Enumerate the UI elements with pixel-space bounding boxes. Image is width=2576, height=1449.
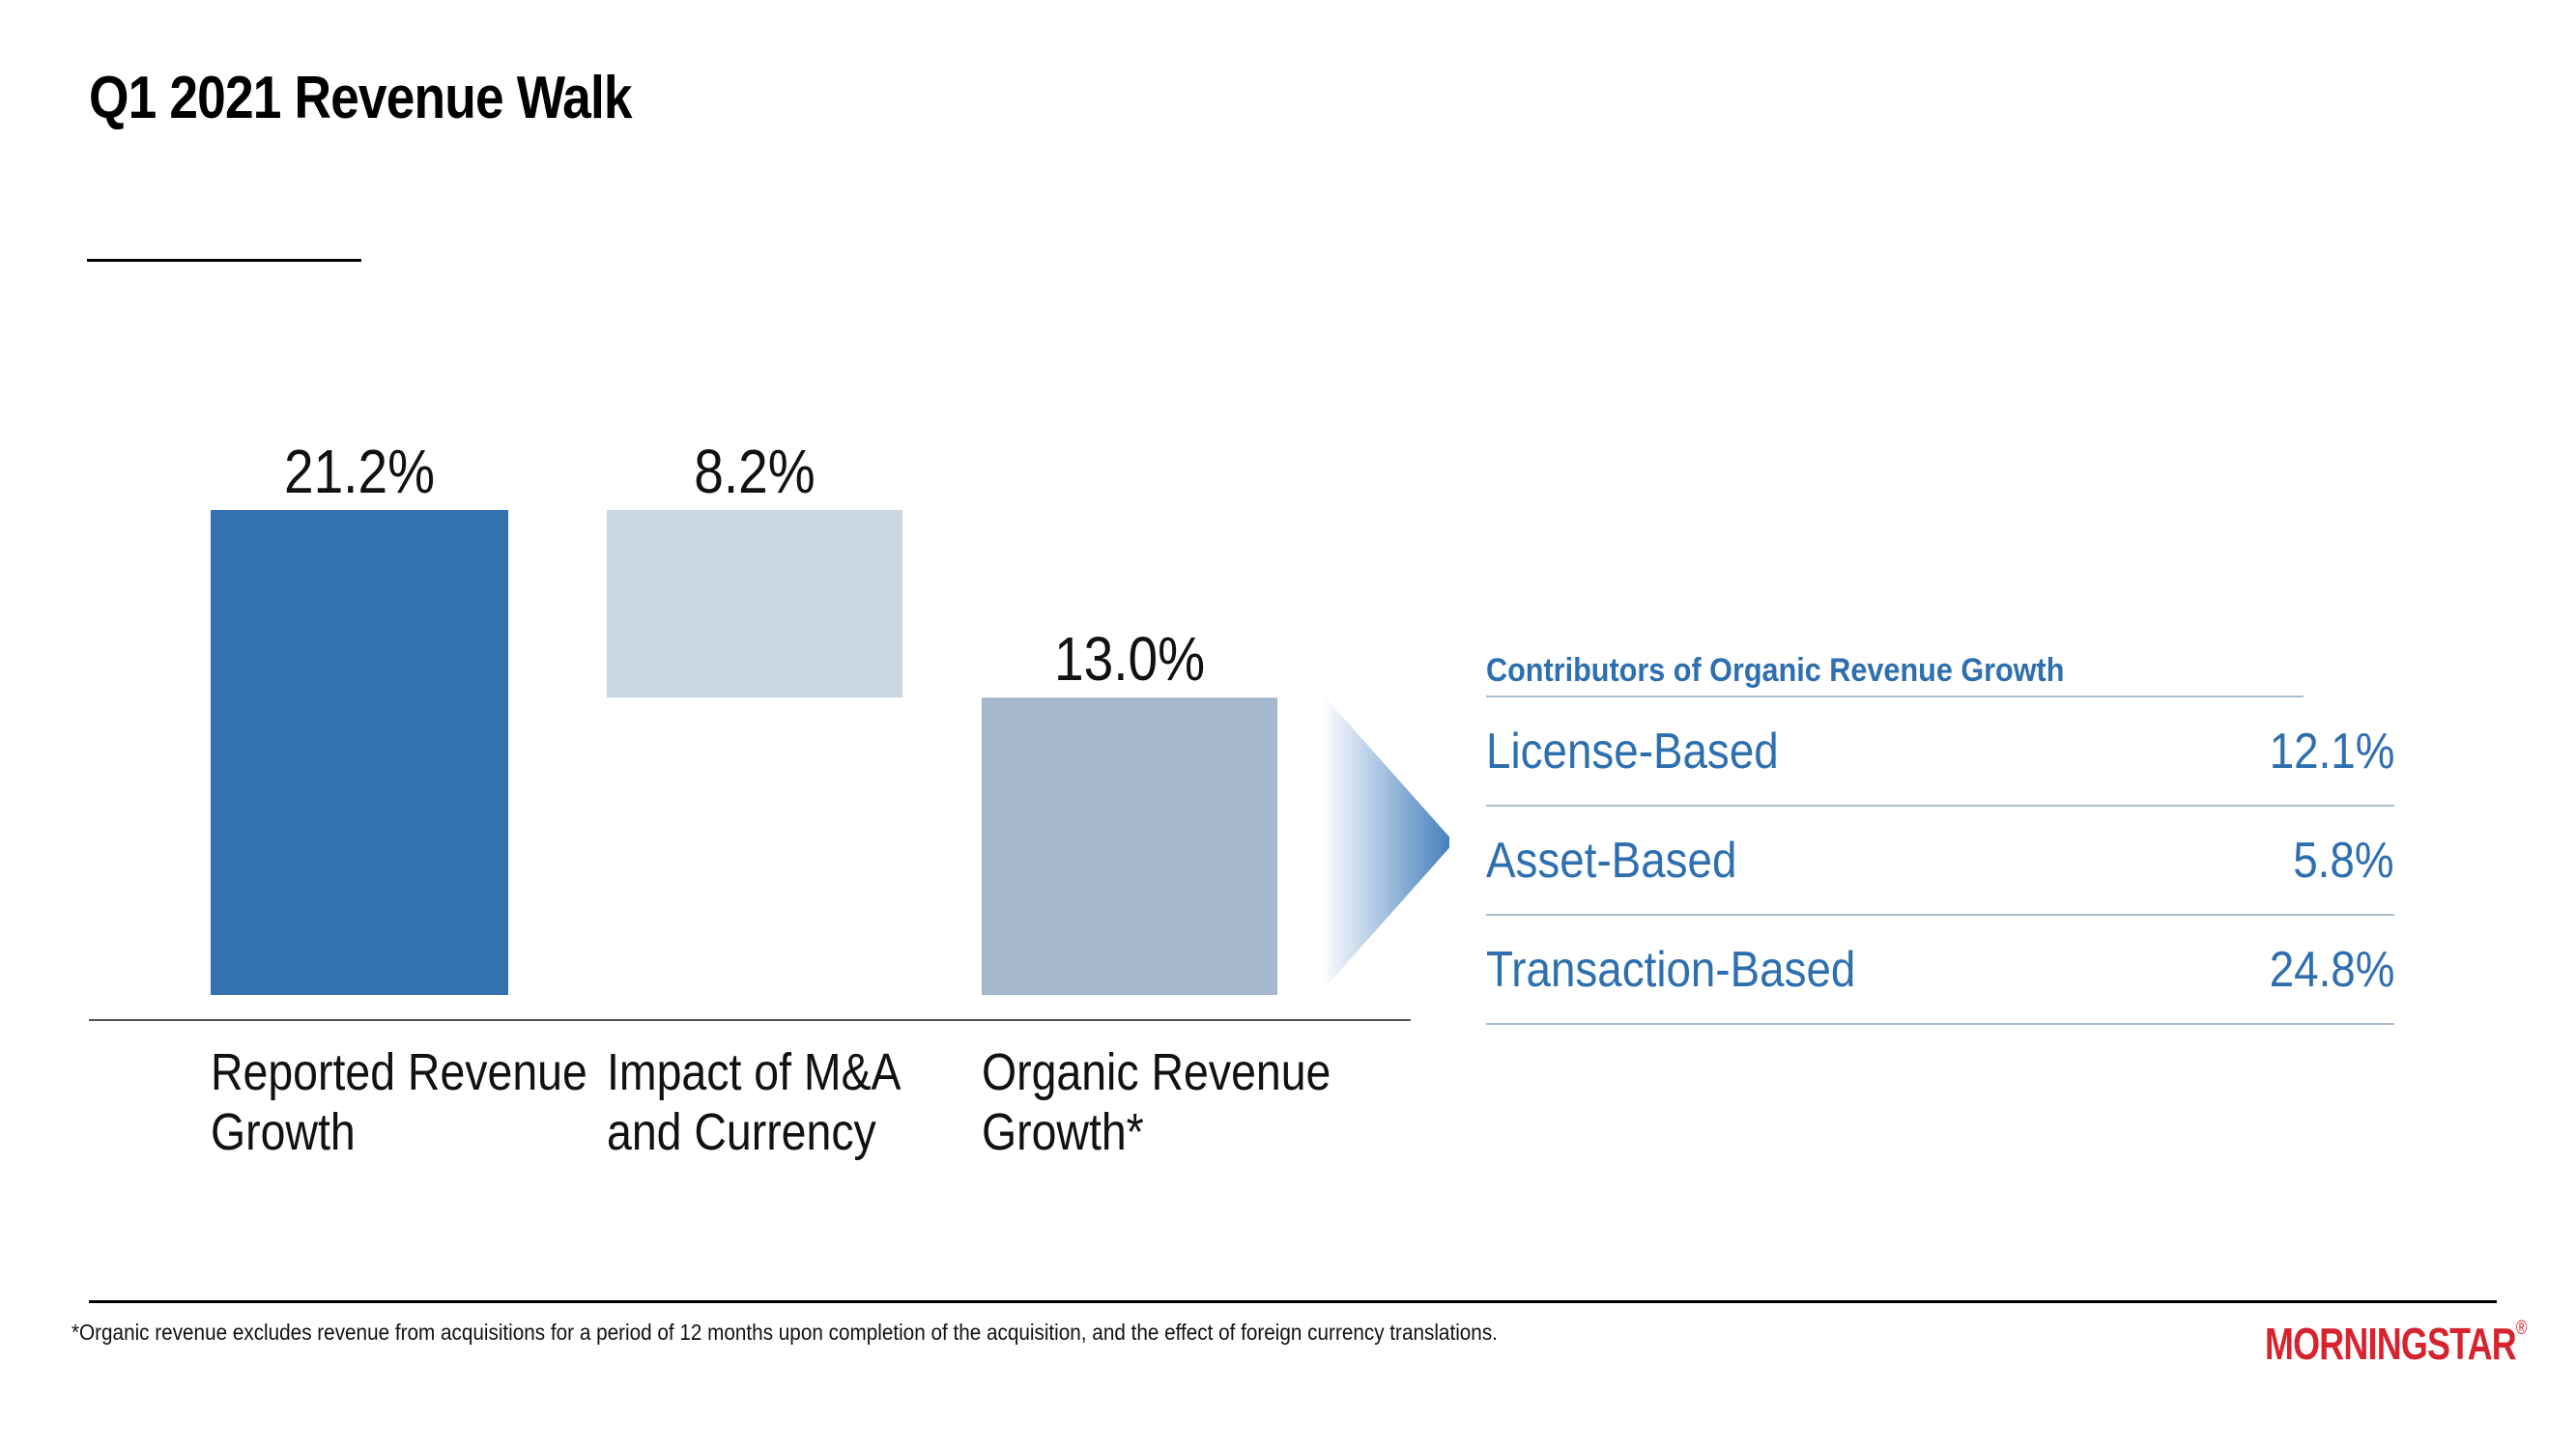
footer-rule: [89, 1300, 2497, 1303]
category-label-line: Growth: [211, 1102, 356, 1161]
category-label-line: Organic Revenue: [982, 1042, 1331, 1101]
contributor-value: 24.8%: [2269, 941, 2394, 998]
contributor-row-transaction: Transaction-Based 24.8%: [1486, 916, 2394, 1025]
footnote: *Organic revenue excludes revenue from a…: [72, 1320, 1498, 1345]
value-label-organic-growth: 13.0%: [1054, 624, 1205, 694]
category-label-line: Impact of M&A: [607, 1042, 902, 1101]
revenue-walk-chart: 21.2% 8.2%13.0% Reported RevenueGrowthImp…: [89, 437, 1449, 1161]
contributor-row-asset: Asset-Based 5.8%: [1486, 807, 2394, 916]
contributor-label: Asset-Based: [1486, 832, 1737, 889]
bar-ma-currency-impact: [607, 510, 902, 698]
contributor-value: 12.1%: [2269, 723, 2394, 780]
value-label-reported-growth: 21.2%: [284, 437, 435, 506]
title-underline: [87, 259, 361, 262]
registered-mark: ®: [2515, 1318, 2527, 1339]
bar-organic-growth: [982, 697, 1277, 995]
page-title: Q1 2021 Revenue Walk: [89, 65, 633, 131]
contributor-value: 5.8%: [2293, 832, 2394, 889]
logo-wordmark: MORNINGSTAR: [2265, 1319, 2517, 1369]
contributor-row-license: License-Based 12.1%: [1486, 697, 2394, 807]
category-label-line: Reported Revenue: [211, 1042, 587, 1101]
contributor-label: License-Based: [1486, 723, 1779, 780]
contributors-table: Contributors of Organic Revenue Growth L…: [1486, 645, 2394, 1025]
bar-reported-growth: [211, 510, 508, 995]
category-label-line: Growth*: [982, 1102, 1144, 1161]
value-label-ma-currency-impact: 8.2%: [694, 437, 815, 506]
morningstar-logo: MORNINGSTAR®: [2265, 1318, 2527, 1370]
flow-arrow: [1322, 694, 1449, 991]
category-label-line: and Currency: [607, 1102, 877, 1161]
contributor-label: Transaction-Based: [1486, 941, 1856, 998]
contributors-header: Contributors of Organic Revenue Growth: [1486, 645, 2304, 697]
